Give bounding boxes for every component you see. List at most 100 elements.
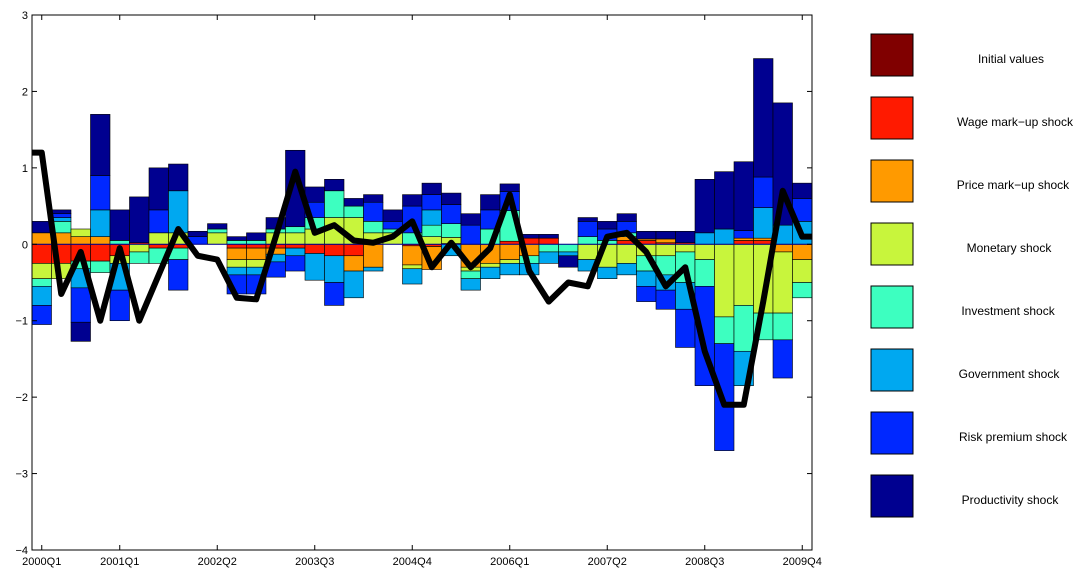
bar-segment [246, 259, 267, 268]
bar-segment [460, 213, 481, 226]
bar-segment [187, 230, 208, 237]
bar-segment [421, 236, 442, 245]
legend-label: Price mark−up shock [957, 178, 1070, 192]
bar-segment [538, 243, 559, 253]
bar-segment [694, 232, 715, 245]
bar-segment [90, 114, 111, 176]
bar-segment [460, 278, 481, 291]
bar-segment [285, 226, 306, 234]
x-tick-label: 2006Q1 [490, 556, 529, 568]
bar-segment [655, 289, 676, 310]
bar-segment [733, 161, 754, 231]
bar-segment [226, 236, 247, 241]
bar-segment [499, 243, 520, 260]
bar-segment [538, 237, 559, 245]
bar-segment [31, 263, 52, 279]
bar-segment [753, 58, 774, 178]
bar-segment [441, 204, 462, 224]
bar-segment [343, 198, 364, 207]
legend-swatch [870, 285, 914, 329]
bar-segment [343, 243, 364, 257]
bar-segment [51, 213, 72, 218]
legend-swatch [870, 411, 914, 455]
bar-segment [753, 240, 774, 245]
bar-segment [31, 286, 52, 306]
bar-segment [129, 251, 150, 264]
bar-segment [597, 221, 618, 230]
bar-segment [168, 163, 189, 192]
bar-segment [655, 238, 676, 244]
x-tick-label: 2008Q3 [685, 556, 724, 568]
legend-label: Initial values [978, 52, 1044, 66]
bar-segment [285, 247, 306, 257]
bar-segment [109, 209, 130, 241]
bar-segment [31, 232, 52, 245]
bar-segment [772, 339, 793, 379]
bar-segment [714, 171, 735, 230]
x-tick-label: 2009Q4 [783, 556, 822, 568]
bar-segment [480, 263, 501, 268]
bar-segment [324, 243, 345, 257]
bar-segment [324, 190, 345, 218]
bar-segment [343, 205, 364, 218]
bar-segment [207, 223, 228, 230]
bar-segment [285, 243, 306, 249]
x-axis: 2000Q1 2001Q1 2002Q2 2003Q3 2004Q4 2006Q1 2007… [22, 15, 822, 568]
bar-segment [226, 243, 247, 249]
y-tick-label: −4 [15, 545, 28, 557]
y-tick-label: −3 [15, 469, 28, 481]
bar-segment [70, 321, 91, 342]
bar-segment [51, 217, 72, 222]
bar-segment [70, 236, 91, 245]
x-tick-label: 2004Q4 [393, 556, 432, 568]
bar-segment [31, 243, 52, 264]
bar-segment [129, 196, 150, 244]
bar-segment [675, 243, 696, 253]
bar-segment [207, 232, 228, 245]
bar-segment [90, 209, 111, 237]
bar-segment [363, 221, 384, 234]
bar-segment [714, 316, 735, 344]
bar-segment [538, 251, 559, 264]
bar-segment [421, 182, 442, 195]
bar-segment [753, 176, 774, 208]
legend-label: Productivity shock [962, 493, 1060, 507]
bar-segment [460, 224, 481, 245]
bar-segment [480, 194, 501, 211]
bar-segment [714, 243, 735, 318]
bar-segment [363, 194, 384, 203]
bar-segment [304, 243, 325, 254]
bar-segment [694, 259, 715, 287]
x-tick-label: 2000Q1 [22, 556, 61, 568]
bar-segment [792, 259, 813, 283]
bar-segment [714, 228, 735, 245]
bar-segment [694, 179, 715, 234]
bar-segment [558, 243, 579, 253]
bar-segment [148, 243, 169, 249]
bar-segment [733, 305, 754, 352]
bar-segment [577, 221, 598, 237]
bar-segment [90, 243, 111, 262]
bar-segment [304, 186, 325, 203]
bar-segment [772, 251, 793, 314]
bar-segment [733, 237, 754, 241]
bar-segment [772, 312, 793, 341]
bar-segment [675, 308, 696, 348]
bar-segment [733, 230, 754, 239]
bar-segment [499, 183, 520, 192]
bar-segment [70, 228, 91, 237]
bar-segment [246, 240, 267, 245]
bar-segment [441, 192, 462, 205]
y-tick-label: 0 [22, 239, 28, 251]
x-tick-label: 2003Q3 [295, 556, 334, 568]
bar-segment [402, 245, 423, 266]
bar-segment [694, 243, 715, 260]
bar-segment [597, 266, 618, 279]
bar-segment [616, 263, 637, 276]
bar-segment [577, 217, 598, 222]
x-tick-label: 2001Q1 [100, 556, 139, 568]
bar-segment [753, 237, 774, 241]
bar-segment [343, 270, 364, 299]
y-tick-label: 3 [22, 10, 28, 22]
legend-swatch [870, 159, 914, 203]
